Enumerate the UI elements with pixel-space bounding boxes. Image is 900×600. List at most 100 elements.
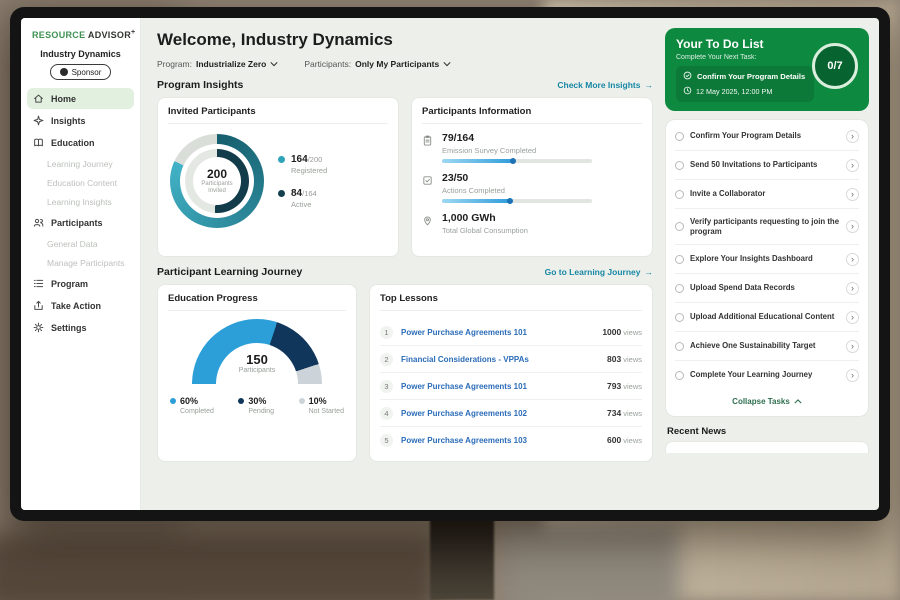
chevron-right-icon[interactable]: ›: [846, 220, 859, 233]
sidebar-item-manage-participants[interactable]: Manage Participants: [21, 253, 140, 272]
sidebar-item-insights[interactable]: Insights: [27, 110, 134, 131]
org-name: Industry Dynamics: [21, 49, 140, 59]
chevron-right-icon[interactable]: ›: [846, 369, 859, 382]
legend-item-completed: 60% Completed: [170, 396, 214, 415]
todo-task[interactable]: Upload Additional Educational Content ›: [675, 303, 859, 332]
chevron-right-icon[interactable]: ›: [846, 282, 859, 295]
actions-completed-progress-bar: [442, 199, 592, 203]
sidebar-item-take-action[interactable]: Take Action: [27, 295, 134, 316]
todo-task[interactable]: Confirm Your Program Details ›: [675, 122, 859, 151]
section-title-program-insights: Program Insights: [157, 79, 243, 91]
page-title: Welcome, Industry Dynamics: [157, 30, 653, 50]
collapse-tasks-button[interactable]: Collapse Tasks: [675, 389, 859, 414]
lesson-rank: 3: [380, 380, 393, 393]
todo-task[interactable]: Send 50 Invitations to Participants ›: [675, 151, 859, 180]
education-progress-title: Education Progress: [168, 293, 346, 311]
todo-progress-ring: 0/7: [812, 43, 858, 89]
chevron-down-icon: [270, 59, 278, 69]
lesson-row[interactable]: 2 Financial Considerations - VPPAs 803vi…: [380, 346, 642, 373]
todo-task[interactable]: Upload Spend Data Records ›: [675, 274, 859, 303]
todo-task[interactable]: Explore Your Insights Dashboard ›: [675, 245, 859, 274]
todo-next-task[interactable]: Confirm Your Program Details 12 May 2025…: [676, 66, 814, 102]
donut-legend: 164/200 Registered 84/164 Active: [278, 154, 327, 209]
chevron-right-icon[interactable]: ›: [846, 130, 859, 143]
program-insights-cards: Invited Participants 200 Participants In…: [157, 97, 653, 257]
participants-filter[interactable]: Participants: Only My Participants: [304, 59, 451, 69]
task-checkbox[interactable]: [675, 190, 684, 199]
logo-advisor: ADVISOR: [88, 30, 131, 40]
lesson-title-link[interactable]: Power Purchase Agreements 101: [401, 382, 599, 391]
lesson-rank: 2: [380, 353, 393, 366]
chevron-up-icon: [794, 399, 802, 404]
lesson-row[interactable]: 4 Power Purchase Agreements 102 734views: [380, 400, 642, 427]
lesson-rank: 1: [380, 326, 393, 339]
legend-item-pending: 30% Pending: [238, 396, 274, 415]
todo-task[interactable]: Verify participants requesting to join t…: [675, 209, 859, 245]
check-square-icon: [422, 172, 434, 203]
top-lessons-card: Top Lessons 1 Power Purchase Agreements …: [369, 284, 653, 462]
legend-dot-registered: [278, 156, 285, 163]
check-more-insights-link[interactable]: Check More Insights →: [557, 80, 653, 90]
task-checkbox[interactable]: [675, 284, 684, 293]
legend-item-not-started: 10% Not Started: [299, 396, 344, 415]
go-to-learning-journey-link[interactable]: Go to Learning Journey →: [545, 267, 653, 277]
chevron-down-icon: [443, 59, 451, 69]
todo-task[interactable]: Complete Your Learning Journey ›: [675, 361, 859, 389]
task-checkbox[interactable]: [675, 313, 684, 322]
todo-header-card: Your To Do List Complete Your Next Task:…: [665, 28, 869, 111]
emission-survey-progress-bar: [442, 159, 592, 163]
program-filter-value: Industrialize Zero: [196, 59, 266, 69]
todo-task[interactable]: Invite a Collaborator ›: [675, 180, 859, 209]
participants-filter-value: Only My Participants: [355, 59, 439, 69]
list-icon: [33, 278, 44, 289]
sidebar-item-education[interactable]: Education: [27, 132, 134, 153]
program-filter[interactable]: Program: Industrialize Zero: [157, 59, 278, 69]
lesson-title-link[interactable]: Power Purchase Agreements 103: [401, 436, 599, 445]
invited-participants-donut-chart: 200 Participants Invited: [170, 134, 264, 228]
task-checkbox[interactable]: [675, 222, 684, 231]
todo-task[interactable]: Achieve One Sustainability Target ›: [675, 332, 859, 361]
location-pin-icon: [422, 212, 434, 239]
chevron-right-icon[interactable]: ›: [846, 340, 859, 353]
sidebar-item-general-data[interactable]: General Data: [21, 234, 140, 253]
participants-filter-label: Participants:: [304, 59, 351, 69]
stat-actions-completed: 23/50 Actions Completed: [422, 172, 642, 203]
chevron-right-icon[interactable]: ›: [846, 188, 859, 201]
lesson-row[interactable]: 1 Power Purchase Agreements 101 1000view…: [380, 319, 642, 346]
sponsor-label: Sponsor: [72, 68, 102, 77]
logo-plus: +: [131, 29, 135, 36]
task-checkbox[interactable]: [675, 161, 684, 170]
stat-emission-survey: 79/164 Emission Survey Completed: [422, 132, 642, 163]
sidebar-item-learning-journey[interactable]: Learning Journey: [21, 154, 140, 173]
gear-icon: [33, 322, 44, 333]
sidebar-item-home[interactable]: Home: [27, 88, 134, 109]
upload-box-icon: [33, 300, 44, 311]
people-icon: [33, 217, 44, 228]
sidebar-item-education-content[interactable]: Education Content: [21, 173, 140, 192]
chevron-right-icon[interactable]: ›: [846, 311, 859, 324]
legend-dot-active: [278, 190, 285, 197]
lesson-rank: 5: [380, 434, 393, 447]
task-checkbox[interactable]: [675, 371, 684, 380]
lesson-title-link[interactable]: Power Purchase Agreements 101: [401, 328, 594, 337]
task-checkbox[interactable]: [675, 255, 684, 264]
sidebar-item-participants[interactable]: Participants: [27, 212, 134, 233]
sidebar-item-program[interactable]: Program: [27, 273, 134, 294]
lesson-row[interactable]: 5 Power Purchase Agreements 103 600views: [380, 427, 642, 453]
chevron-right-icon[interactable]: ›: [846, 253, 859, 266]
sidebar-item-settings[interactable]: Settings: [27, 317, 134, 338]
lesson-title-link[interactable]: Power Purchase Agreements 102: [401, 409, 599, 418]
program-insights-header: Program Insights Check More Insights →: [157, 79, 653, 91]
sponsor-badge[interactable]: Sponsor: [50, 64, 112, 80]
donut-center-label: Participants Invited: [196, 181, 238, 196]
section-title-learning-journey: Participant Learning Journey: [157, 266, 302, 278]
learning-journey-header: Participant Learning Journey Go to Learn…: [157, 266, 653, 278]
lesson-title-link[interactable]: Financial Considerations - VPPAs: [401, 355, 599, 364]
chevron-right-icon[interactable]: ›: [846, 159, 859, 172]
lesson-row[interactable]: 3 Power Purchase Agreements 101 793views: [380, 373, 642, 400]
stat-global-consumption: 1,000 GWh Total Global Consumption: [422, 212, 642, 239]
task-checkbox[interactable]: [675, 132, 684, 141]
logo-resource: RESOURCE: [32, 30, 85, 40]
sidebar-item-learning-insights[interactable]: Learning Insights: [21, 192, 140, 211]
task-checkbox[interactable]: [675, 342, 684, 351]
